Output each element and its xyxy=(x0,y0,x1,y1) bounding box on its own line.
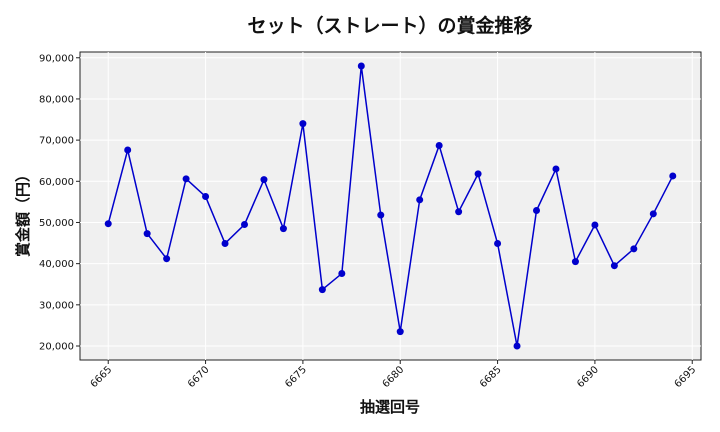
data-point xyxy=(182,175,190,183)
x-tick-label: 6680 xyxy=(381,364,407,390)
grid-lines xyxy=(80,52,701,360)
x-axis-ticks: 6665 6670 6675 6680 6685 6690 6695 xyxy=(89,360,699,390)
data-point xyxy=(377,211,385,219)
data-point xyxy=(318,286,326,294)
data-point xyxy=(163,255,171,263)
x-tick-label: 6665 xyxy=(89,364,115,390)
plot-area xyxy=(79,51,702,361)
data-point xyxy=(591,221,599,229)
data-point xyxy=(221,239,229,247)
x-tick-label: 6695 xyxy=(673,364,699,390)
x-tick-label: 6675 xyxy=(283,364,309,390)
y-tick-label: 90,000 xyxy=(39,53,74,64)
x-tick-label: 6685 xyxy=(478,364,504,390)
x-tick-label: 6690 xyxy=(575,364,601,390)
x-axis-label: 抽選回号 xyxy=(360,398,420,416)
y-axis-ticks: 20,000 30,000 40,000 50,000 60,000 70,000 80,0… xyxy=(39,53,80,353)
data-point xyxy=(143,230,151,238)
y-axis-label: 賞金額（円） xyxy=(14,167,32,257)
series-points xyxy=(104,62,677,350)
y-tick-label: 50,000 xyxy=(39,218,74,229)
y-tick-label: 40,000 xyxy=(39,259,74,270)
y-tick-label: 30,000 xyxy=(39,300,74,311)
y-tick-label: 80,000 xyxy=(39,94,74,105)
data-point xyxy=(240,221,248,229)
data-point xyxy=(299,120,307,128)
data-point xyxy=(649,210,657,218)
data-point xyxy=(552,165,560,173)
data-point xyxy=(338,270,346,278)
data-point xyxy=(494,239,502,247)
data-point xyxy=(416,196,424,204)
data-point xyxy=(124,146,132,154)
x-tick-label: 6670 xyxy=(186,364,212,390)
data-point xyxy=(357,62,365,70)
data-point xyxy=(455,208,463,216)
y-tick-label: 70,000 xyxy=(39,136,74,147)
data-point xyxy=(610,262,618,270)
chart-title: セット（ストレート）の賞金推移 xyxy=(247,14,532,37)
data-point xyxy=(571,258,579,266)
data-point xyxy=(533,207,541,215)
data-point xyxy=(513,342,521,350)
data-point xyxy=(474,170,482,178)
data-point xyxy=(630,245,638,253)
data-point xyxy=(104,220,112,228)
y-tick-label: 20,000 xyxy=(39,342,74,353)
y-tick-label: 60,000 xyxy=(39,177,74,188)
data-point xyxy=(202,193,210,201)
data-point xyxy=(396,328,404,336)
series-line xyxy=(107,65,674,347)
data-point xyxy=(279,225,287,233)
data-point xyxy=(260,176,268,184)
data-point xyxy=(669,172,677,180)
data-point xyxy=(435,141,443,149)
